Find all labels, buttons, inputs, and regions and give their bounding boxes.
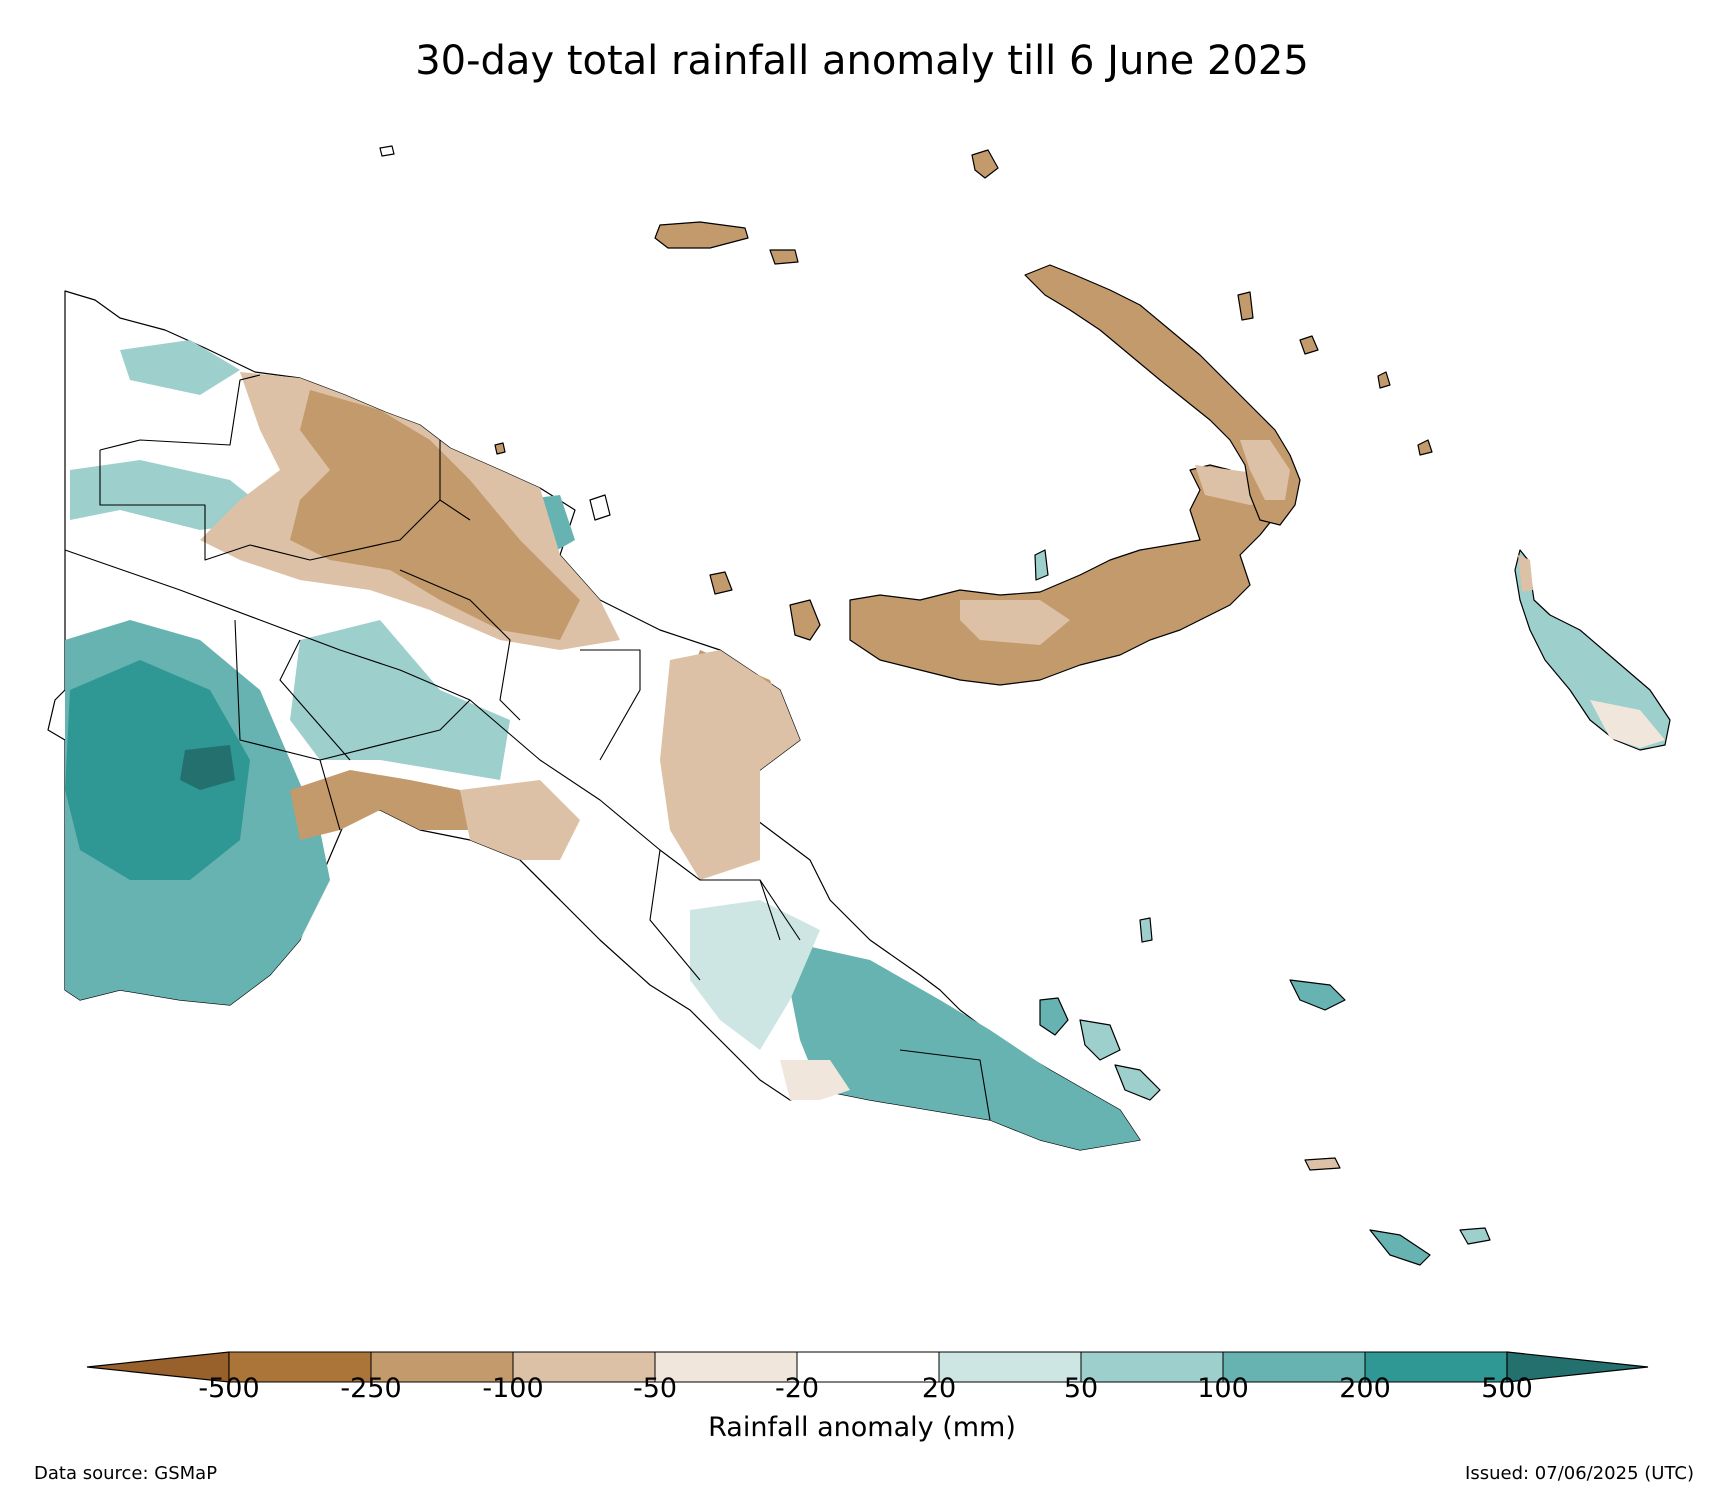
island-bismarck-dot [494, 442, 506, 455]
issued-date: Issued: 07/06/2025 (UTC) [1465, 1463, 1694, 1484]
colorbar-bin [796, 1351, 940, 1383]
colorbar-tick-label: 200 [1339, 1373, 1391, 1404]
rainfall-anomaly-map [47, 145, 1671, 1266]
teal-west-max [180, 745, 235, 790]
colorbar-tick-label: 100 [1197, 1373, 1249, 1404]
teal-southeast [780, 940, 1140, 1150]
colorbar-axis-label: Rainfall anomaly (mm) [708, 1412, 1016, 1443]
map-title: 30-day total rainfall anomaly till 6 Jun… [415, 38, 1309, 84]
colorbar-extend-high [1506, 1351, 1649, 1383]
new-britain-light [960, 600, 1070, 645]
colorbar-tick-label: -50 [632, 1373, 678, 1404]
island-tanga [1377, 371, 1391, 389]
brown-east-light [660, 650, 800, 880]
colorbar-tick-label: -100 [482, 1373, 544, 1404]
teal-west-core [65, 660, 250, 880]
island-wuvulu [379, 145, 395, 157]
island-lolobau [1034, 549, 1049, 581]
colorbar-tick-label: 20 [921, 1373, 957, 1404]
new-ireland-light [1240, 440, 1290, 500]
colorbar-bin [938, 1351, 1082, 1383]
bougainville-south [1590, 700, 1665, 748]
island-fergusson [1079, 1019, 1121, 1061]
island-umboi [709, 571, 733, 595]
brown-southeast [780, 1060, 850, 1100]
colorbar-bin [228, 1351, 372, 1383]
island-feni [1417, 439, 1433, 456]
brown-north-core [290, 390, 580, 640]
brown-gulf-light [460, 780, 580, 860]
bougainville [1514, 549, 1671, 751]
island-goodenough [1039, 997, 1069, 1036]
island-sudest [1369, 1229, 1431, 1266]
colorbar-tick-label: 50 [1063, 1373, 1099, 1404]
island-west-new-britain-small [789, 599, 821, 641]
island-tabar [1237, 291, 1254, 321]
colorbar-bin [370, 1351, 514, 1383]
colorbar-tick-label: 500 [1481, 1373, 1533, 1404]
island-mussau [971, 149, 999, 179]
island-woodlark [1139, 917, 1153, 943]
island-manus-east [769, 249, 799, 265]
island-manus [654, 221, 749, 249]
bougainville-north [1518, 555, 1533, 592]
island-rossel [1459, 1227, 1491, 1245]
island-trobriand [1289, 979, 1346, 1011]
island-normanby [1114, 1064, 1161, 1101]
island-karkar [589, 494, 611, 521]
island-lihir [1299, 335, 1319, 355]
teal-light-east [690, 900, 820, 1050]
colorbar-tick-label: -500 [198, 1373, 260, 1404]
colorbar-bin [512, 1351, 656, 1383]
colorbar-bin [1222, 1351, 1366, 1383]
data-source-note: Data source: GSMaP [34, 1463, 218, 1484]
colorbar-bin [1080, 1351, 1224, 1383]
colorbar-tick-label: -250 [340, 1373, 402, 1404]
island-misima [1304, 1157, 1341, 1171]
colorbar-tick-label: -20 [774, 1373, 820, 1404]
teal-nw [120, 340, 240, 395]
teal-central [290, 620, 510, 780]
colorbar-bin [654, 1351, 798, 1383]
brown-gulf [290, 770, 470, 840]
